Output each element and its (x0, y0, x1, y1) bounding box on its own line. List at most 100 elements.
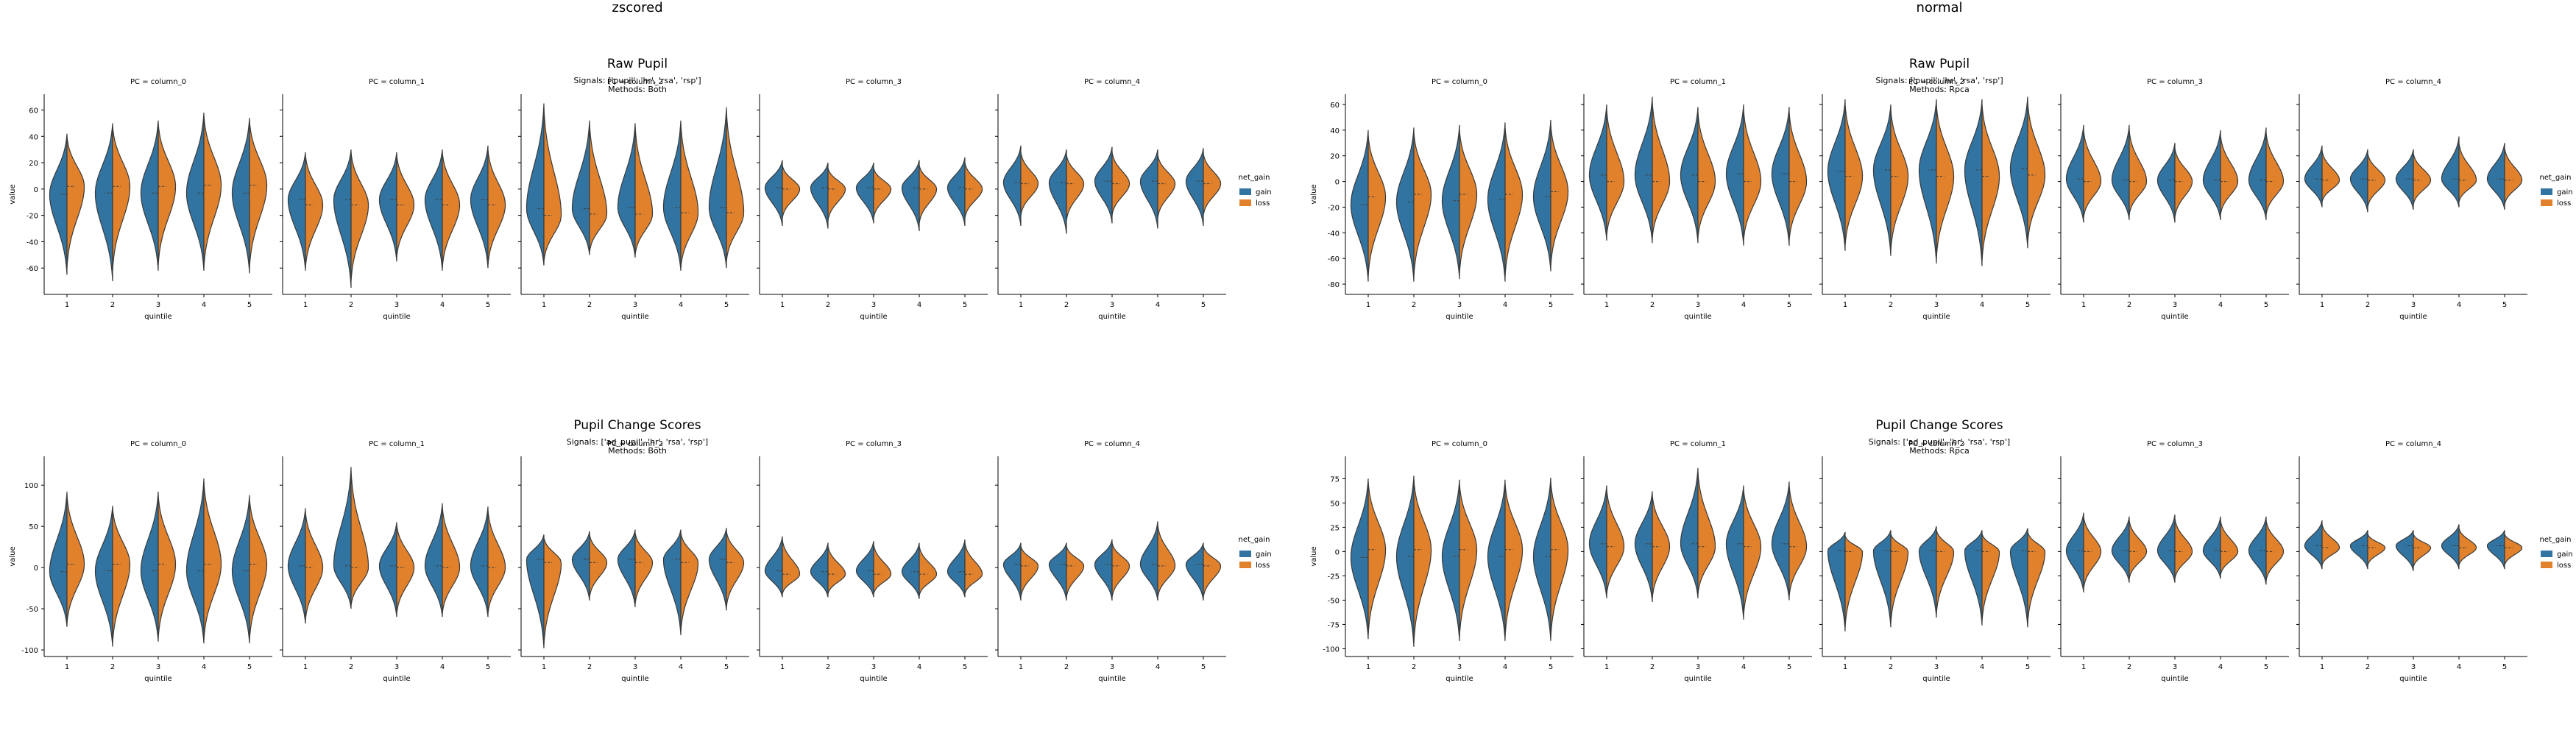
violin-loss (589, 534, 608, 598)
x-tick-label: 4 (1980, 663, 1984, 671)
x-tick-label: 2 (110, 663, 115, 671)
chart-0: Raw Pupil Signals: ['pupil', 'hr', 'rsa',… (9, 57, 1272, 321)
violin-loss (2367, 153, 2386, 208)
violin-loss (1459, 483, 1478, 637)
violin-loss (396, 155, 415, 258)
x-axis-label: quintile (2161, 313, 2188, 321)
panel-title: PC = column_3 (2147, 78, 2203, 86)
violin-loss (1367, 481, 1387, 635)
panel-2: PC = column_2 1 2 3 4 5 quintile (1819, 78, 2050, 321)
panel-3: PC = column_3 1 2 3 4 5 quintile (2058, 78, 2289, 321)
panel-4: PC = column_4 1 2 3 4 5 quintile (995, 78, 1226, 321)
x-tick-label: 2 (349, 301, 353, 309)
violin-loss (919, 165, 938, 224)
x-tick-label: 5 (486, 301, 490, 309)
violin-gain (1441, 479, 1460, 641)
violin-gain (140, 492, 159, 642)
y-tick-label: 50 (1330, 500, 1340, 508)
violin-gain (49, 133, 68, 275)
violin-loss (112, 125, 131, 271)
chart-1: Raw Pupil Signals: ['pupil', 'hr', 'rsa',… (1310, 57, 2573, 321)
panel-0: PC = column_0 100 50 0 -50 -100 value 1 2 3 4 5 quin… (9, 440, 272, 683)
panel-title: PC = column_4 (1084, 440, 1140, 448)
violin-gain (1139, 521, 1158, 601)
violin-gain (378, 152, 397, 262)
x-tick-label: 1 (2320, 663, 2324, 671)
panel-3: PC = column_3 1 2 3 4 5 quintile (757, 78, 988, 321)
y-tick-label: -80 (1328, 281, 1340, 289)
violin-gain (1048, 149, 1067, 234)
violin-loss (827, 545, 846, 595)
y-tick-label: 0 (1335, 179, 1340, 187)
y-tick-label: -50 (1328, 597, 1340, 605)
violin-gain (526, 103, 545, 266)
x-tick-label: 5 (247, 301, 252, 309)
y-axis-label: value (1310, 184, 1318, 204)
chart-subtitle-line: Methods: Both (608, 446, 667, 456)
violin-loss (726, 110, 745, 262)
legend-title: net_gain (2539, 174, 2571, 182)
x-tick-label: 5 (486, 663, 490, 671)
violin-loss (2504, 534, 2523, 566)
panel-title: PC = column_0 (130, 78, 186, 86)
panel-3: PC = column_3 1 2 3 4 5 quintile (757, 440, 988, 683)
violin-gain (1827, 99, 1846, 251)
chart-2: Pupil Change Scores Signals: ['ad_pupil',… (9, 418, 1272, 683)
y-tick-label: -40 (26, 238, 38, 247)
violin-gain (901, 160, 920, 232)
x-tick-label: 3 (394, 301, 399, 309)
violin-loss (1936, 104, 1955, 259)
x-axis-label: quintile (2399, 675, 2427, 683)
x-tick-label: 2 (1412, 663, 1416, 671)
violin-gain (231, 118, 250, 274)
x-tick-label: 1 (1604, 663, 1609, 671)
violin-gain (1725, 104, 1744, 246)
violin-gain (1532, 478, 1551, 641)
panel-title: PC = column_3 (846, 440, 902, 448)
y-axis-label: value (1310, 546, 1318, 566)
violin-gain (901, 542, 920, 599)
x-axis-label: quintile (1098, 313, 1125, 321)
legend-swatch-gain (2541, 551, 2552, 557)
violin-loss (634, 532, 654, 604)
legend-swatch-loss (2541, 562, 2552, 568)
violin-gain (1634, 96, 1653, 244)
y-tick-label: 75 (1330, 475, 1340, 484)
violin-loss (1066, 155, 1085, 221)
violin-loss (1844, 535, 1864, 628)
x-tick-label: 4 (679, 663, 683, 671)
violin-gain (2111, 516, 2130, 583)
violin-gain (571, 120, 590, 255)
x-tick-label: 4 (1741, 301, 1746, 309)
chart-subtitle-line: Methods: Rpca (1909, 85, 1970, 94)
x-tick-label: 4 (1156, 301, 1160, 309)
violin-gain (1964, 530, 1983, 626)
chart-title: Raw Pupil (607, 57, 668, 71)
violin-gain (2156, 514, 2176, 583)
violin-loss (2220, 520, 2239, 576)
panel-title: PC = column_0 (130, 440, 186, 448)
violin-gain (855, 162, 874, 224)
y-tick-label: 60 (29, 107, 38, 115)
legend-label-loss: loss (1256, 199, 1270, 208)
y-tick-label: -100 (21, 647, 38, 655)
x-tick-label: 5 (963, 301, 967, 309)
panel-title: PC = column_4 (2385, 78, 2441, 86)
violin-gain (1588, 485, 1607, 598)
x-tick-label: 4 (440, 663, 445, 671)
violin-loss (1550, 124, 1569, 266)
x-tick-label: 4 (1156, 663, 1160, 671)
violin-loss (158, 123, 177, 266)
x-axis-label: quintile (1098, 675, 1125, 683)
panel-0: PC = column_0 60 40 20 0 -20 -40 -60 -80 value 1 2 3… (1310, 78, 1574, 321)
violin-gain (1441, 124, 1460, 280)
y-tick-label: -20 (26, 213, 38, 221)
y-tick-label: 0 (34, 186, 38, 194)
x-tick-label: 3 (633, 663, 637, 671)
violin-loss (589, 123, 608, 252)
violin-loss (782, 539, 801, 595)
x-axis-label: quintile (1446, 313, 1473, 321)
x-tick-label: 2 (110, 301, 115, 309)
violin-gain (1827, 531, 1846, 631)
